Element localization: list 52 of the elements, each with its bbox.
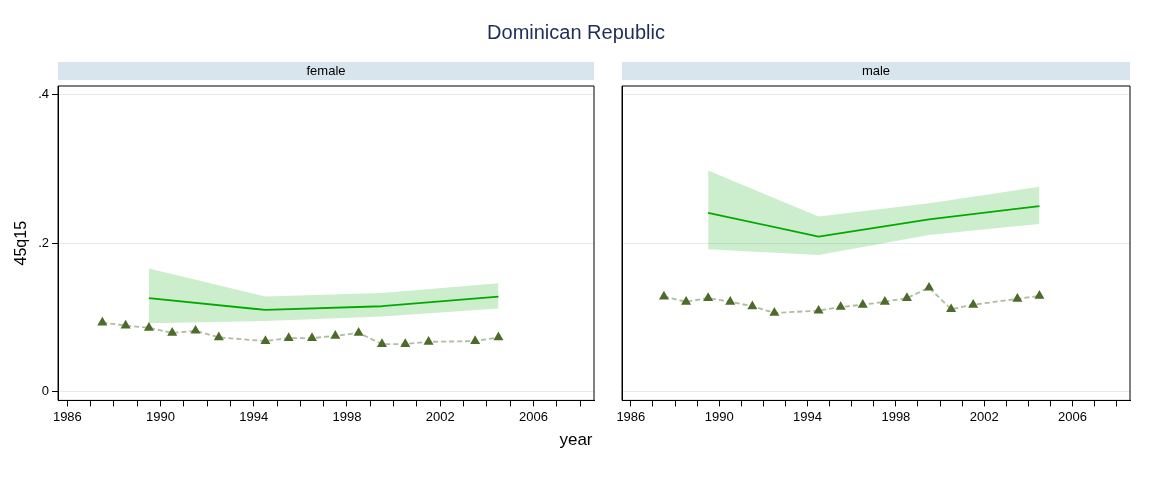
point xyxy=(400,339,410,347)
point xyxy=(261,336,270,344)
x-tick-label: 1986 xyxy=(616,408,646,424)
point xyxy=(354,328,364,336)
x-tick-label: 2002 xyxy=(969,408,999,424)
point xyxy=(924,282,934,291)
point xyxy=(725,296,735,305)
x-tick-label: 1998 xyxy=(881,408,911,424)
x-axis-title: year xyxy=(559,430,593,449)
point xyxy=(770,308,779,316)
point xyxy=(747,301,757,310)
point xyxy=(681,296,691,305)
chart-title: female xyxy=(306,62,346,78)
point xyxy=(214,332,224,341)
point xyxy=(858,299,868,308)
point xyxy=(284,333,294,342)
x-tick-label: 2002 xyxy=(425,408,455,424)
x-tick-label: 1998 xyxy=(332,408,362,424)
chart-title: male xyxy=(861,62,891,78)
point xyxy=(1035,290,1044,299)
point xyxy=(880,296,890,305)
point xyxy=(902,293,912,301)
point xyxy=(494,332,503,341)
x-tick-label: 1986 xyxy=(52,408,82,424)
point xyxy=(424,336,433,345)
point xyxy=(144,322,154,331)
point xyxy=(946,304,956,313)
text: Dominican Republic xyxy=(487,20,665,44)
point xyxy=(814,305,823,314)
point xyxy=(1012,293,1022,302)
point xyxy=(659,291,669,300)
point xyxy=(307,333,317,342)
point xyxy=(167,328,177,336)
point xyxy=(836,302,846,310)
point xyxy=(97,317,107,326)
y-tick-label: 0 xyxy=(41,383,50,399)
point xyxy=(191,325,200,334)
x-tick-label: 1994 xyxy=(239,408,269,424)
x-tick-label: 1994 xyxy=(793,408,822,424)
point xyxy=(330,330,340,339)
point xyxy=(121,320,130,329)
x-tick-label: 2006 xyxy=(1058,408,1088,424)
point xyxy=(703,293,713,301)
x-tick-label: 2006 xyxy=(518,408,548,424)
x-tick-label: 1990 xyxy=(704,408,734,424)
y-tick-label: .2 xyxy=(38,234,50,250)
y-tick-label: .4 xyxy=(38,86,50,102)
x-tick-label: 1990 xyxy=(146,408,176,424)
point xyxy=(470,336,480,344)
point xyxy=(968,299,978,308)
y-axis-title: 45q15 xyxy=(12,220,30,266)
point xyxy=(377,339,387,347)
